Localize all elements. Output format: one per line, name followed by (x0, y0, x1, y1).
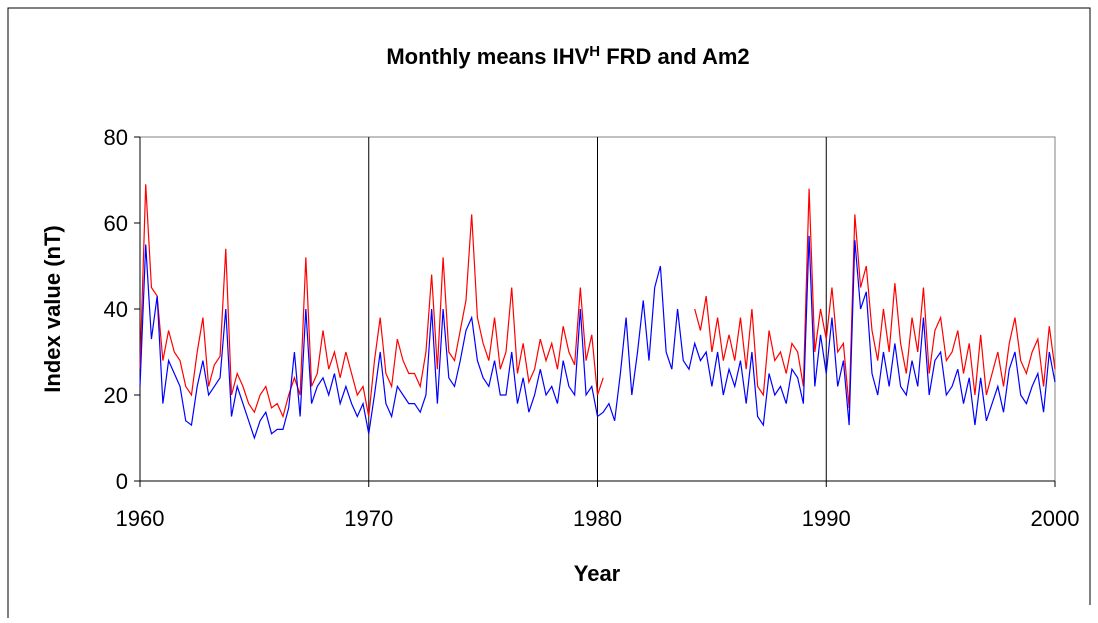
chart-title: Monthly means IHVH FRD and Am2 (386, 43, 749, 70)
series-line (139, 184, 1056, 419)
y-tick-label: 80 (104, 125, 128, 150)
y-tick-label: 40 (104, 297, 128, 322)
y-tick-label: 20 (104, 383, 128, 408)
x-tick-label: 1990 (802, 506, 851, 531)
y-tick-label: 0 (116, 469, 128, 494)
plot-layer: 0 20 40 60 80 1960 1970 1980 1990 2000 (104, 125, 1080, 531)
x-tick-label: 1960 (116, 506, 165, 531)
title-part: H (589, 43, 600, 60)
x-tick-label: 1970 (344, 506, 393, 531)
chart-border (7, 7, 1091, 618)
series-line (139, 235, 1056, 440)
title-part: FRD and Am2 (600, 44, 750, 69)
x-tick-label: 1980 (573, 506, 622, 531)
title-part: Monthly means IHV (386, 44, 589, 69)
x-axis-label: Year (574, 561, 621, 586)
x-tick-label: 2000 (1031, 506, 1080, 531)
y-axis-label: Index value (nT) (40, 225, 65, 392)
y-tick-label: 60 (104, 211, 128, 236)
